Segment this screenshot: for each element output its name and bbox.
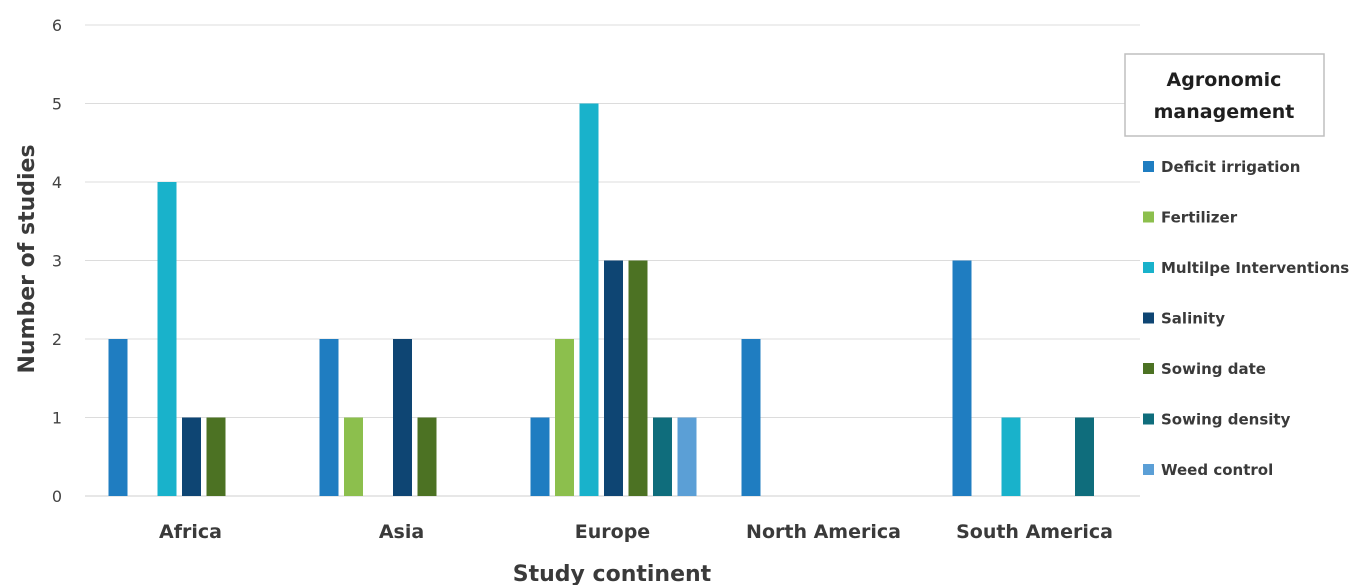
bar-africa-sowing-date	[206, 417, 226, 496]
bar-south-america-sowing-density	[1075, 417, 1094, 496]
bar-south-america-multilpe-interventions	[1001, 417, 1021, 496]
bar-europe-salinity	[604, 260, 623, 496]
legend-label: Multilpe Interventions	[1161, 259, 1349, 277]
legend-label: Sowing date	[1161, 360, 1266, 378]
bar-south-america-deficit-irrigation	[952, 260, 972, 496]
y-tick-labels: 0 1 2 3 4 5 6	[52, 16, 62, 506]
bar-europe-deficit-irrigation	[530, 417, 550, 496]
bar-europe-multilpe-interventions	[579, 103, 599, 496]
legend-label: Fertilizer	[1161, 209, 1238, 227]
legend-swatch	[1143, 312, 1154, 324]
bar-asia-salinity	[393, 339, 412, 496]
legend-items: Deficit irrigation Fertilizer Multilpe Int…	[1143, 158, 1349, 479]
bar-africa-salinity	[182, 417, 201, 496]
legend-swatch	[1143, 262, 1154, 273]
legend-title-line-2: management	[1154, 101, 1295, 123]
bar-europe-weed-control	[677, 417, 697, 496]
y-tick-label: 5	[52, 95, 62, 114]
legend-label: Salinity	[1161, 310, 1225, 328]
legend-title-box	[1124, 53, 1325, 137]
x-axis-title: Study continent	[513, 562, 712, 585]
x-category-label: North America	[746, 521, 901, 543]
bar-asia-fertilizer	[344, 417, 363, 496]
x-category-labels: Africa Asia Europe North America South Ameri…	[159, 521, 1113, 543]
bar-africa-deficit-irrigation	[108, 339, 128, 496]
y-tick-label: 1	[52, 409, 62, 428]
bar-europe-fertilizer	[555, 339, 574, 496]
y-tick-label: 3	[52, 252, 62, 271]
legend-label: Deficit irrigation	[1161, 158, 1300, 176]
y-tick-label: 0	[52, 487, 62, 506]
y-tick-label: 6	[52, 16, 62, 35]
bar-europe-sowing-date	[628, 260, 648, 496]
y-tick-label: 4	[52, 173, 62, 192]
legend-label: Sowing density	[1161, 411, 1291, 429]
x-category-label: South America	[956, 521, 1113, 543]
legend-swatch	[1143, 363, 1154, 374]
x-category-label: Asia	[379, 521, 424, 543]
y-axis-title: Number of studies	[15, 144, 40, 373]
legend-title-line-1: Agronomic	[1167, 69, 1282, 91]
y-tick-label: 2	[52, 330, 62, 349]
bar-asia-deficit-irrigation	[319, 339, 339, 496]
bar-europe-sowing-density	[653, 417, 672, 496]
bar-africa-multilpe-interventions	[157, 182, 177, 496]
bar-asia-sowing-date	[417, 417, 437, 496]
legend-swatch	[1143, 413, 1154, 425]
bar-north-america-deficit-irrigation	[741, 339, 761, 496]
legend: Agronomic management Deficit irrigation F…	[1124, 53, 1349, 479]
x-category-label: Europe	[575, 521, 650, 543]
x-category-label: Africa	[159, 521, 222, 543]
legend-swatch	[1143, 211, 1154, 223]
legend-label: Weed control	[1161, 461, 1273, 479]
legend-swatch	[1143, 464, 1154, 475]
legend-swatch	[1143, 161, 1154, 172]
bars	[108, 103, 1094, 496]
